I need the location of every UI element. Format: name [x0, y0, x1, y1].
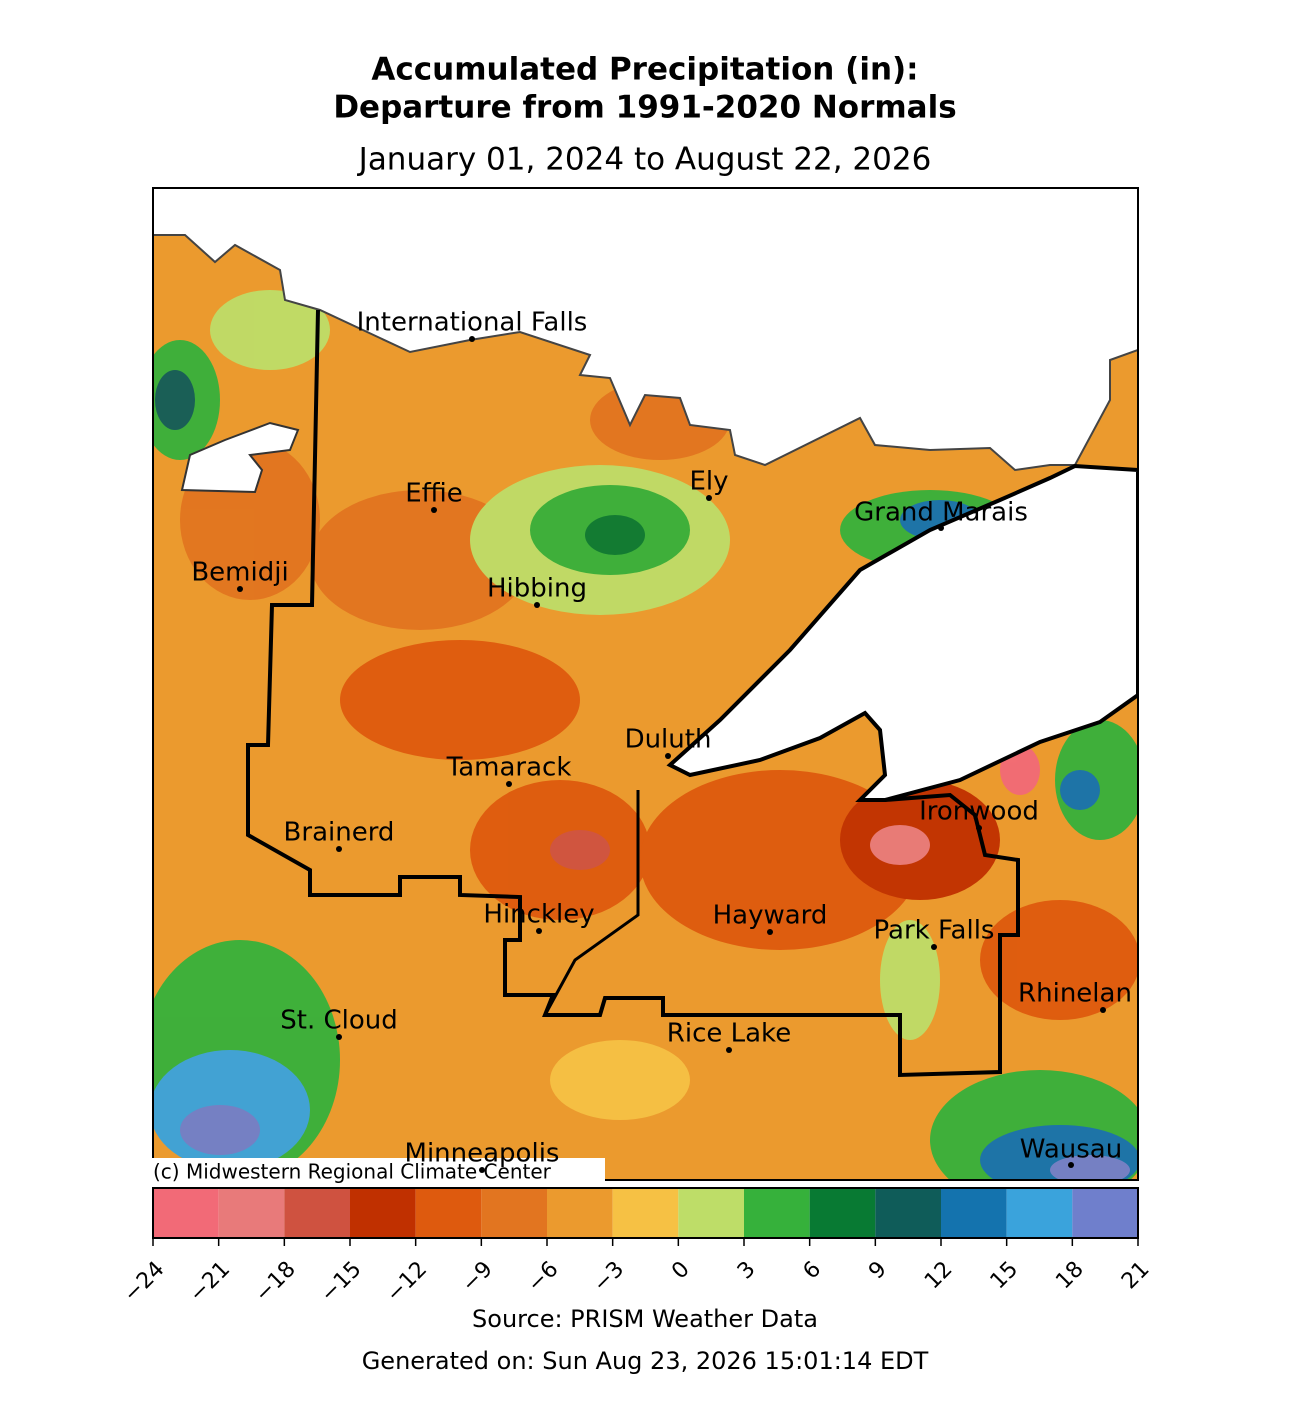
city-dot	[336, 1034, 342, 1040]
colorbar-bin	[941, 1188, 1007, 1238]
colorbar-bin	[1072, 1188, 1138, 1238]
colorbar-bin	[415, 1188, 482, 1238]
city-dot	[1068, 1162, 1074, 1168]
city-label: Hibbing	[487, 574, 587, 604]
city-label: Effie	[405, 479, 463, 509]
colorbar-bin	[875, 1188, 941, 1238]
colorbar-bin	[678, 1188, 744, 1238]
city-label: Wausau	[1020, 1135, 1122, 1165]
city-label: Minneapolis	[405, 1139, 560, 1169]
lake-superior	[666, 463, 1138, 802]
city-label: Brainerd	[284, 818, 395, 848]
title-line: Departure from 1991-2020 Normals	[333, 90, 956, 126]
city-label: Hayward	[713, 901, 828, 931]
city-label: Rice Lake	[667, 1019, 791, 1049]
lake	[180, 421, 300, 494]
city-label: Bemidji	[191, 558, 288, 588]
colorbar-frame	[152, 1187, 1139, 1239]
map-frame	[152, 187, 1139, 1181]
canada	[153, 188, 1138, 472]
credit: (c) Midwestern Regional Climate Center	[153, 1160, 552, 1184]
city-dot	[479, 1167, 485, 1173]
colorbar-bin	[1006, 1188, 1073, 1238]
city-dot	[336, 846, 342, 852]
city-dot	[976, 825, 982, 831]
city-dot	[931, 944, 937, 950]
city-label: Tamarack	[446, 753, 572, 783]
colorbar-bin	[153, 1188, 219, 1238]
city-label: Ironwood	[919, 797, 1039, 827]
city-dot	[469, 336, 475, 342]
map	[153, 188, 1138, 1180]
city-label: Ely	[689, 467, 728, 497]
colorbar-bin	[284, 1188, 350, 1238]
colorbar-bin	[481, 1188, 547, 1238]
city-label: International Falls	[357, 308, 588, 338]
city-dot	[767, 929, 773, 935]
city-label: Park Falls	[874, 916, 995, 946]
city-dot	[706, 495, 712, 501]
title-line: Accumulated Precipitation (in):	[371, 52, 918, 88]
city-label: Hinckley	[483, 900, 594, 930]
city-label: Grand Marais	[854, 498, 1028, 528]
generated: Generated on: Sun Aug 23, 2026 15:01:14 …	[362, 1347, 929, 1375]
city-dot	[726, 1047, 732, 1053]
subtitle: January 01, 2024 to August 22, 2026	[357, 142, 932, 178]
city-dot	[1100, 1007, 1106, 1013]
colorbar-bin	[218, 1188, 285, 1238]
city-label: Rhinelan	[1018, 979, 1132, 1009]
state-border	[246, 309, 1020, 1078]
colorbar-bin	[547, 1188, 613, 1238]
credit-box	[150, 1158, 605, 1184]
city-dot	[536, 928, 542, 934]
colorbar-bin	[350, 1188, 416, 1238]
colorbar-bin	[809, 1188, 876, 1238]
county-border	[543, 790, 640, 1016]
city-label: St. Cloud	[280, 1006, 398, 1036]
city-dot	[506, 781, 512, 787]
colorbar-bin	[612, 1188, 679, 1238]
source: Source: PRISM Weather Data	[472, 1305, 818, 1333]
city-dot	[431, 507, 437, 513]
city-dot	[237, 586, 243, 592]
colorbar-bin	[744, 1188, 810, 1238]
city-label: Duluth	[625, 725, 712, 755]
city-dot	[665, 753, 671, 759]
city-dot	[534, 602, 540, 608]
city-dot	[938, 525, 944, 531]
precip-field	[153, 290, 1138, 1180]
